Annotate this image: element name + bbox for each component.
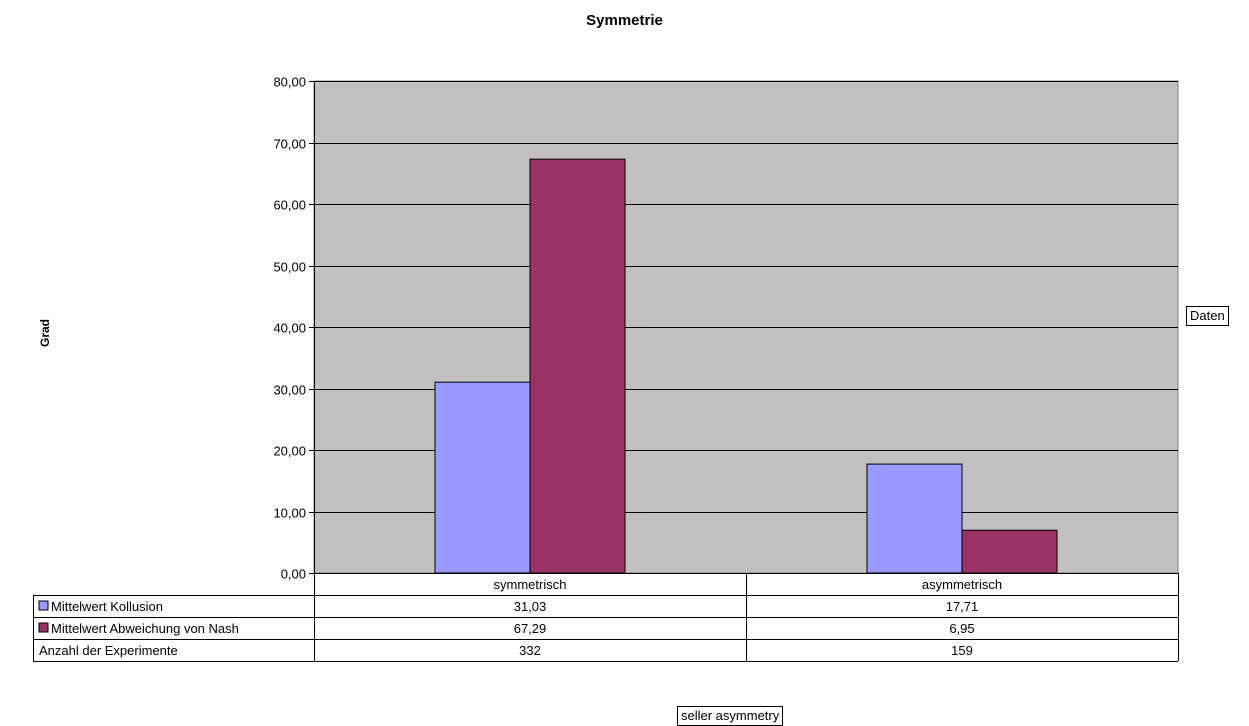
chart-title: Symmetrie [586, 12, 663, 29]
y-tick-label: 20,00 [273, 444, 306, 459]
y-tick-label: 80,00 [273, 75, 306, 90]
data-label: 31,03 [514, 599, 547, 614]
y-tick-label: 0,00 [281, 567, 306, 582]
category-label: asymmetrisch [922, 577, 1002, 592]
y-tick-label: 50,00 [273, 260, 306, 275]
y-tick-label: 30,00 [273, 383, 306, 398]
bar [529, 158, 626, 574]
y-tick-label: 60,00 [273, 198, 306, 213]
data-label: 159 [951, 643, 973, 658]
legend-key [38, 600, 49, 611]
legend-key [38, 622, 49, 633]
category-label: symmetrisch [494, 577, 567, 592]
y-tick-label: 40,00 [273, 321, 306, 336]
data-label: 67,29 [514, 621, 547, 636]
bar [866, 463, 963, 574]
bar [434, 381, 531, 574]
bar [961, 529, 1058, 574]
data-field-button[interactable]: Daten [1186, 306, 1229, 326]
y-tick-label: 10,00 [273, 506, 306, 521]
data-label: 332 [519, 643, 541, 658]
table-row-label: Anzahl der Experimente [39, 643, 178, 658]
data-label: 6,95 [949, 621, 974, 636]
legend-entry: Mittelwert Kollusion [51, 599, 163, 614]
y-tick-label: 70,00 [273, 137, 306, 152]
legend-entry: Mittelwert Abweichung von Nash [51, 621, 239, 636]
data-label: 17,71 [946, 599, 979, 614]
